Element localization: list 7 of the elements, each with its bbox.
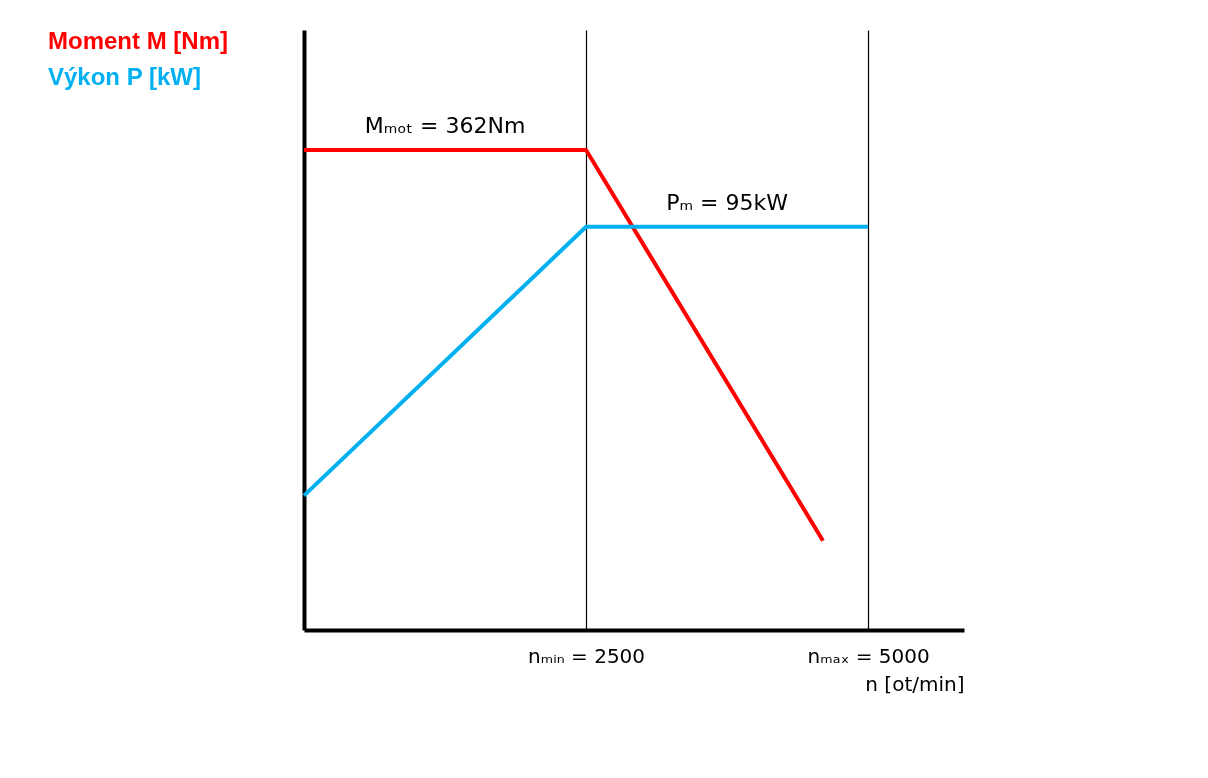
text: Mₘₒₜ = 362Nm (364, 113, 526, 138)
x-tick-label: nₘᵢₙ = 2500 (528, 643, 646, 668)
x-tick-label: nₘₐₓ = 5000 (807, 643, 930, 668)
text: Moment M [Nm] (48, 27, 228, 54)
annotation: Pₘ = 95kW (666, 189, 789, 215)
text: Výkon P [kW] (48, 63, 201, 90)
x-axis-title: n [ot/min] (865, 671, 965, 696)
